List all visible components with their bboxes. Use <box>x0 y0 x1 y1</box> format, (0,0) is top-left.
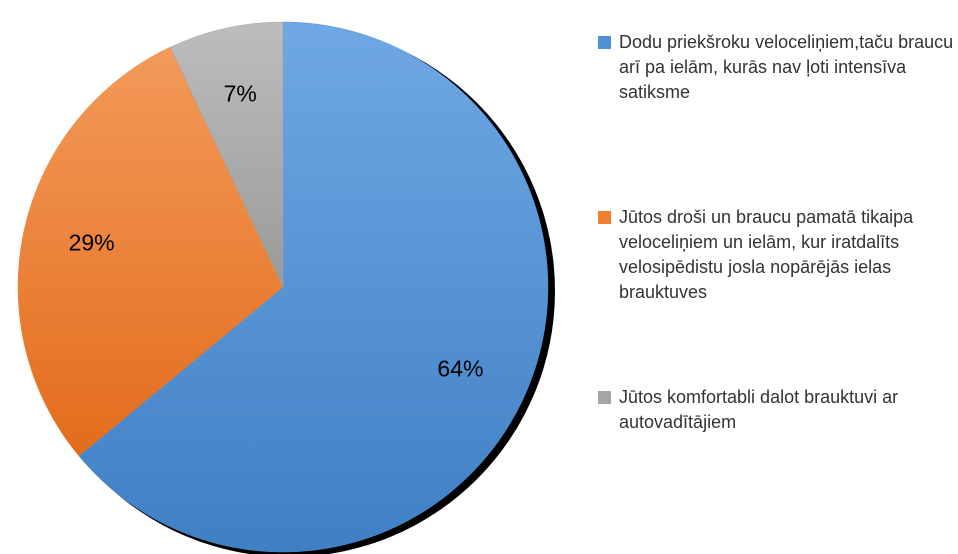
legend-swatch <box>598 391 611 404</box>
legend-item: Jūtos komfortabli dalot brauktuvi ar aut… <box>598 385 954 435</box>
legend-label: Jūtos komfortabli dalot brauktuvi ar aut… <box>619 387 899 432</box>
legend-label: Jūtos droši un braucu pamatā tikaipa vel… <box>619 207 914 302</box>
legend-swatch <box>598 36 611 49</box>
pie-slice <box>78 21 549 553</box>
pie-slice <box>169 21 284 288</box>
data-label: 64% <box>437 356 483 382</box>
pie-slice <box>17 46 284 457</box>
legend-label: Dodu priekšroku veloceliņiem,taču braucu… <box>619 32 954 102</box>
legend-swatch <box>598 211 611 224</box>
legend-item: Jūtos droši un braucu pamatā tikaipa vel… <box>598 205 954 305</box>
data-label: 29% <box>69 229 115 255</box>
data-label: 7% <box>224 81 257 107</box>
legend-item: Dodu priekšroku veloceliņiem,taču braucu… <box>598 30 954 105</box>
